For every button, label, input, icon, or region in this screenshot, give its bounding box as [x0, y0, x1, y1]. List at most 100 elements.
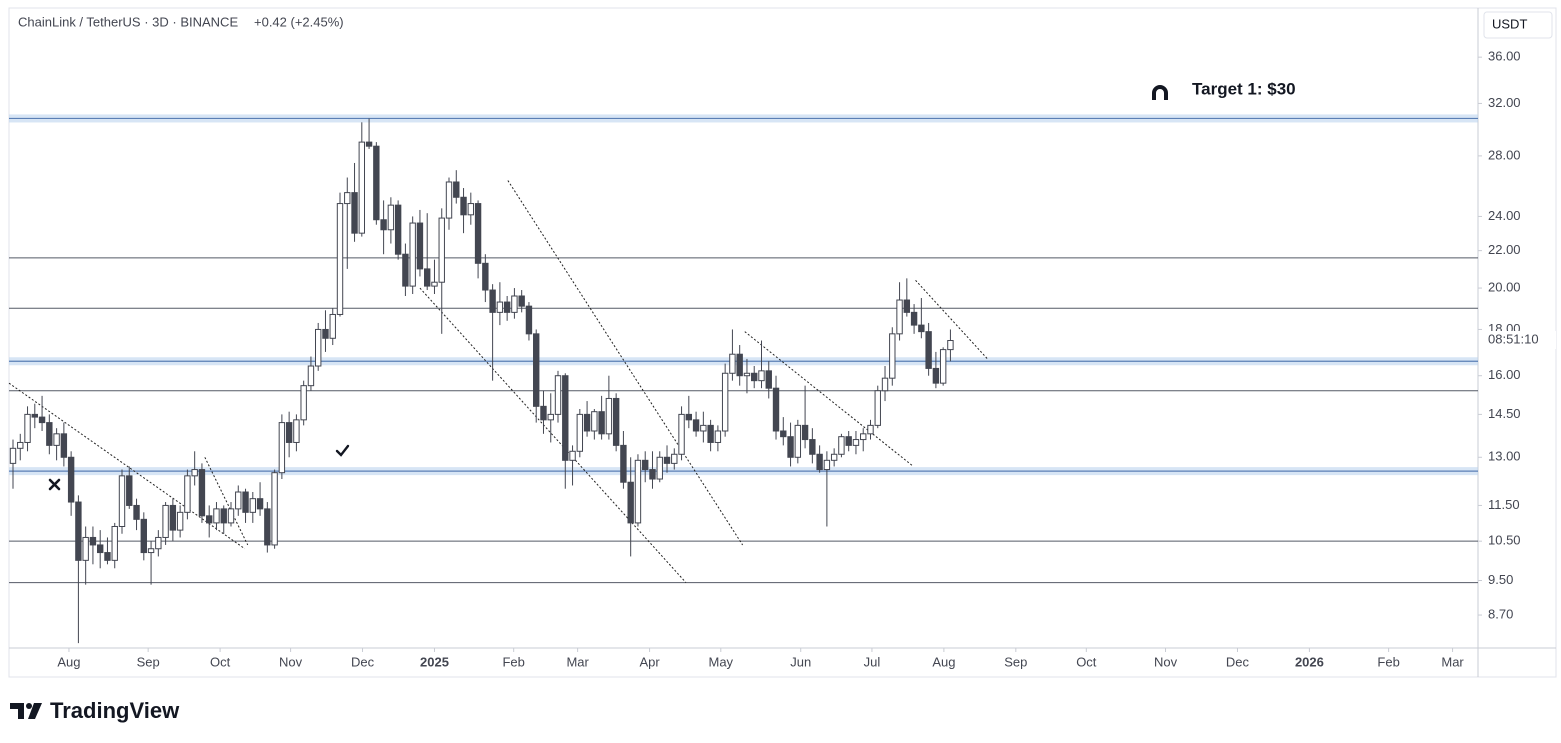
x-tick-label: Sep — [137, 654, 160, 669]
y-tick-label: 24.00 — [1488, 208, 1521, 223]
candle-body — [373, 145, 380, 221]
candle-body — [75, 501, 82, 561]
candle-body — [235, 491, 242, 510]
y-tick-label: 22.00 — [1488, 242, 1521, 257]
candle-body — [198, 469, 206, 517]
candle-body — [67, 456, 75, 503]
y-tick-label: 36.00 — [1488, 49, 1521, 64]
plot-area — [8, 114, 1478, 644]
candle-body — [104, 552, 111, 561]
y-tick-label: 9.50 — [1488, 572, 1513, 587]
candle-body — [932, 367, 940, 384]
candle-body — [787, 436, 794, 458]
candle-body — [801, 424, 809, 441]
x-tick-label: Aug — [57, 654, 80, 669]
candle-body — [256, 498, 264, 510]
candle-body — [511, 295, 518, 313]
candle-body — [627, 481, 634, 524]
trendline — [915, 279, 988, 360]
check-marker — [335, 444, 350, 457]
candle-body — [300, 385, 307, 421]
candle-body — [118, 475, 126, 527]
candle-body — [351, 192, 358, 234]
candle-body — [947, 340, 954, 351]
y-tick-label: 8.70 — [1488, 606, 1513, 621]
candle-body — [547, 413, 554, 421]
candle-body — [431, 281, 438, 287]
candle-body — [838, 436, 845, 455]
candle-body — [445, 181, 453, 219]
candle-body — [569, 450, 576, 461]
candle-body — [562, 375, 569, 461]
candle-body — [409, 222, 416, 287]
candle-body — [925, 331, 932, 369]
candle-body — [765, 370, 772, 389]
candle-body — [634, 459, 642, 524]
countdown-box — [1480, 331, 1556, 349]
candle-body — [394, 204, 402, 255]
candle-body — [315, 328, 322, 367]
candle-body — [206, 515, 213, 524]
candle-body — [285, 422, 293, 443]
candle-body — [656, 456, 663, 480]
candle-body — [874, 390, 881, 426]
y-tick-label: 32.00 — [1488, 95, 1521, 110]
candle-body — [453, 181, 460, 198]
candle-body — [242, 491, 249, 513]
candle-body — [424, 268, 431, 287]
candle-body — [612, 397, 620, 446]
x-tick-label: Feb — [1377, 654, 1399, 669]
candle-body — [460, 196, 467, 216]
candle-body — [169, 504, 177, 531]
unit-box[interactable] — [1483, 11, 1553, 39]
candle-body — [140, 518, 148, 554]
candle-body — [220, 508, 227, 524]
candle-body — [692, 419, 700, 432]
candle-body — [133, 504, 140, 520]
candle-body — [38, 416, 46, 424]
candle-body — [794, 424, 802, 458]
candle-body — [496, 301, 504, 313]
candle-body — [816, 453, 823, 471]
candle-body — [780, 430, 787, 438]
countdown: 08:51:10 — [1488, 331, 1539, 346]
candle-body — [852, 439, 860, 446]
candle-body — [213, 508, 220, 524]
candle-body — [918, 324, 925, 333]
candle-body — [649, 469, 656, 480]
candle-body — [191, 469, 198, 477]
candle-body — [896, 299, 903, 335]
candle-body — [823, 459, 831, 471]
candle-body — [830, 453, 838, 461]
candle-body — [264, 508, 271, 546]
candle-body — [9, 447, 17, 464]
x-tick-label: Mar — [1441, 654, 1464, 669]
candle-body — [700, 424, 707, 432]
trendline — [419, 287, 687, 583]
candle-body — [184, 475, 191, 513]
y-tick-label: 13.00 — [1488, 449, 1521, 464]
x-tick-label: Aug — [932, 654, 955, 669]
magnet-icon — [1152, 85, 1168, 100]
candle-body — [889, 333, 896, 379]
candle-body — [685, 413, 693, 421]
candle-body — [721, 372, 729, 432]
candle-body — [576, 413, 584, 452]
x-tick-label: Nov — [279, 654, 303, 669]
candle-body — [89, 536, 97, 546]
candle-body — [293, 419, 300, 443]
candle-body — [249, 498, 257, 513]
x-tick-label: Apr — [639, 654, 660, 669]
candle-body — [714, 430, 722, 443]
candle-body — [46, 422, 53, 446]
trendline — [507, 180, 744, 546]
candle-body — [533, 333, 540, 407]
candle-body — [518, 295, 525, 307]
chart-frame — [8, 7, 1557, 678]
candle-body — [939, 349, 947, 384]
brand-name: TradingView — [50, 698, 180, 723]
target-annotation: Target 1: $30 — [1192, 79, 1296, 98]
chart-title: ChainLink / TetherUS · 3D · BINANCE — [18, 14, 238, 29]
candle-body — [860, 433, 867, 441]
